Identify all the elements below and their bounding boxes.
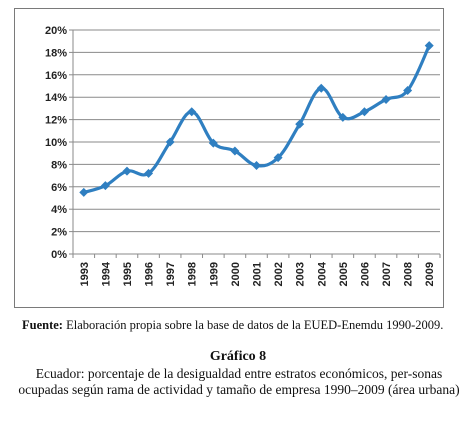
gridlines bbox=[69, 29, 441, 258]
figure-title: Gráfico 8 bbox=[209, 349, 267, 364]
data-point bbox=[316, 83, 326, 93]
x-tick-label: 1995 bbox=[122, 262, 134, 286]
y-tick-label: 4% bbox=[51, 204, 67, 216]
data-point bbox=[79, 187, 89, 197]
data-point bbox=[144, 168, 154, 178]
data-point bbox=[122, 166, 132, 176]
data-point bbox=[230, 146, 240, 156]
data-point bbox=[165, 137, 175, 147]
x-tick-label: 2003 bbox=[295, 262, 307, 286]
y-tick-label: 14% bbox=[45, 92, 67, 104]
x-tick-label: 1998 bbox=[187, 262, 199, 286]
y-tick-label: 0% bbox=[51, 249, 67, 261]
data-point bbox=[338, 112, 348, 122]
x-axis-ticks: 1993 1994 1995 1996 1997 1998 1999 2000 2001 2002… bbox=[79, 261, 436, 286]
line-chart: 0%2%4%6%8%10%12%14%16%18%20% 1993 1994 199… bbox=[45, 25, 441, 286]
y-tick-label: 6% bbox=[51, 182, 67, 194]
data-point bbox=[359, 107, 369, 117]
data-point bbox=[187, 107, 197, 117]
source-label: Fuente: bbox=[22, 318, 63, 332]
y-tick-label: 10% bbox=[45, 137, 67, 149]
source-note: Fuente: Elaboración propia sobre la base… bbox=[22, 318, 462, 333]
x-tick-label: 1996 bbox=[144, 262, 156, 286]
x-tick-label: 2008 bbox=[403, 262, 415, 286]
y-tick-label: 2% bbox=[51, 227, 67, 239]
x-tick-label: 2007 bbox=[381, 262, 393, 286]
x-tick-label: 2001 bbox=[252, 262, 264, 286]
data-point bbox=[273, 153, 283, 163]
data-point bbox=[208, 138, 218, 148]
series-group bbox=[79, 41, 434, 197]
series-line bbox=[83, 44, 431, 194]
x-tick-label: 1997 bbox=[165, 262, 177, 286]
y-tick-label: 18% bbox=[45, 47, 67, 59]
data-point bbox=[403, 85, 413, 95]
data-point bbox=[381, 94, 391, 104]
figure-caption: Ecuador: porcentaje de la desigualdad en… bbox=[18, 366, 460, 397]
x-tick-label: 2002 bbox=[273, 262, 285, 286]
chart-frame bbox=[14, 8, 444, 308]
x-tick-label: 1999 bbox=[208, 262, 220, 286]
data-point bbox=[252, 161, 261, 171]
data-point bbox=[295, 119, 305, 129]
data-point bbox=[100, 181, 110, 191]
source-text: Elaboración propia sobre la base de dato… bbox=[62, 318, 444, 332]
y-tick-label: 16% bbox=[45, 70, 67, 82]
y-axis-ticks: 0% 2% 4% 6% 8% 10% 12% 14% 16% 18% 20% bbox=[45, 25, 67, 261]
data-point bbox=[424, 41, 434, 51]
x-tick-label: 2004 bbox=[316, 261, 328, 286]
y-tick-label: 8% bbox=[51, 159, 67, 171]
x-tick-label: 2006 bbox=[359, 262, 371, 286]
x-tick-label: 2009 bbox=[424, 262, 436, 286]
y-tick-label: 20% bbox=[45, 25, 67, 37]
x-tick-label: 1993 bbox=[79, 262, 91, 286]
x-tick-label: 2005 bbox=[338, 262, 350, 286]
x-tick-label: 2000 bbox=[230, 262, 242, 286]
y-tick-label: 12% bbox=[45, 115, 67, 127]
x-tick-label: 1994 bbox=[100, 261, 112, 286]
